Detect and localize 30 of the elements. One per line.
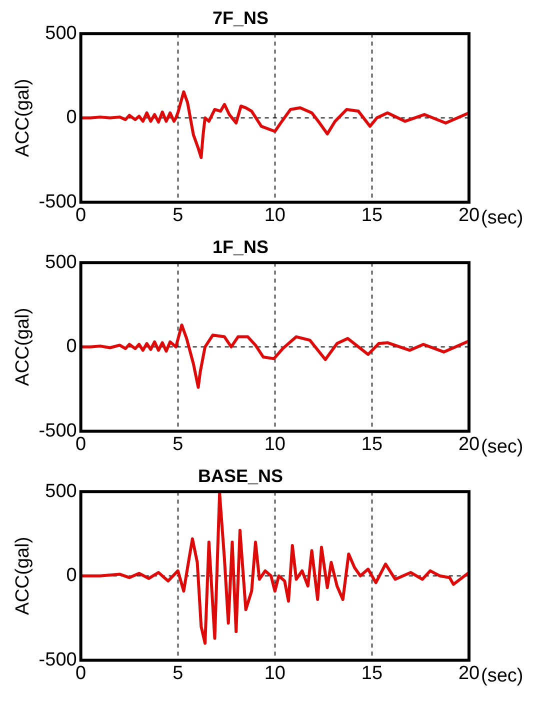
x-axis-title: (sec) (481, 436, 524, 458)
x-tick-label: 15 (361, 434, 383, 455)
x-tick-label: 10 (264, 204, 286, 226)
y-tick-label: 0 (66, 336, 77, 358)
y-tick-label: 500 (45, 480, 77, 502)
y-tick-label: -500 (38, 420, 77, 442)
y-tick-label: 500 (45, 252, 77, 273)
y-axis-title: ACC(gal) (12, 308, 34, 386)
x-tick-label: 5 (172, 434, 184, 455)
y-tick-label: 0 (66, 565, 77, 586)
y-tick-label: -500 (38, 649, 77, 670)
y-axis-title: ACC(gal) (12, 78, 34, 157)
x-tick-label: 5 (172, 204, 184, 226)
x-tick-label: 15 (361, 204, 383, 226)
y-tick-label: -500 (38, 191, 77, 212)
y-axis-title: ACC(gal) (12, 536, 34, 615)
x-tick-label: 20 (458, 662, 480, 684)
x-axis-title: (sec) (481, 665, 524, 686)
y-tick-label: 0 (66, 107, 77, 128)
x-tick-label: 15 (361, 662, 383, 684)
chart-title: 7F_NS (212, 8, 269, 28)
x-tick-label: 20 (458, 204, 480, 226)
x-tick-label: 20 (458, 434, 480, 455)
x-tick-label: 10 (264, 662, 286, 684)
y-tick-label: 500 (45, 22, 77, 44)
x-tick-label: 10 (264, 434, 286, 455)
x-axis-title: (sec) (481, 207, 524, 228)
chart-title: 1F_NS (212, 236, 269, 257)
x-tick-label: 5 (172, 662, 184, 684)
chart-title: BASE_NS (198, 466, 284, 486)
